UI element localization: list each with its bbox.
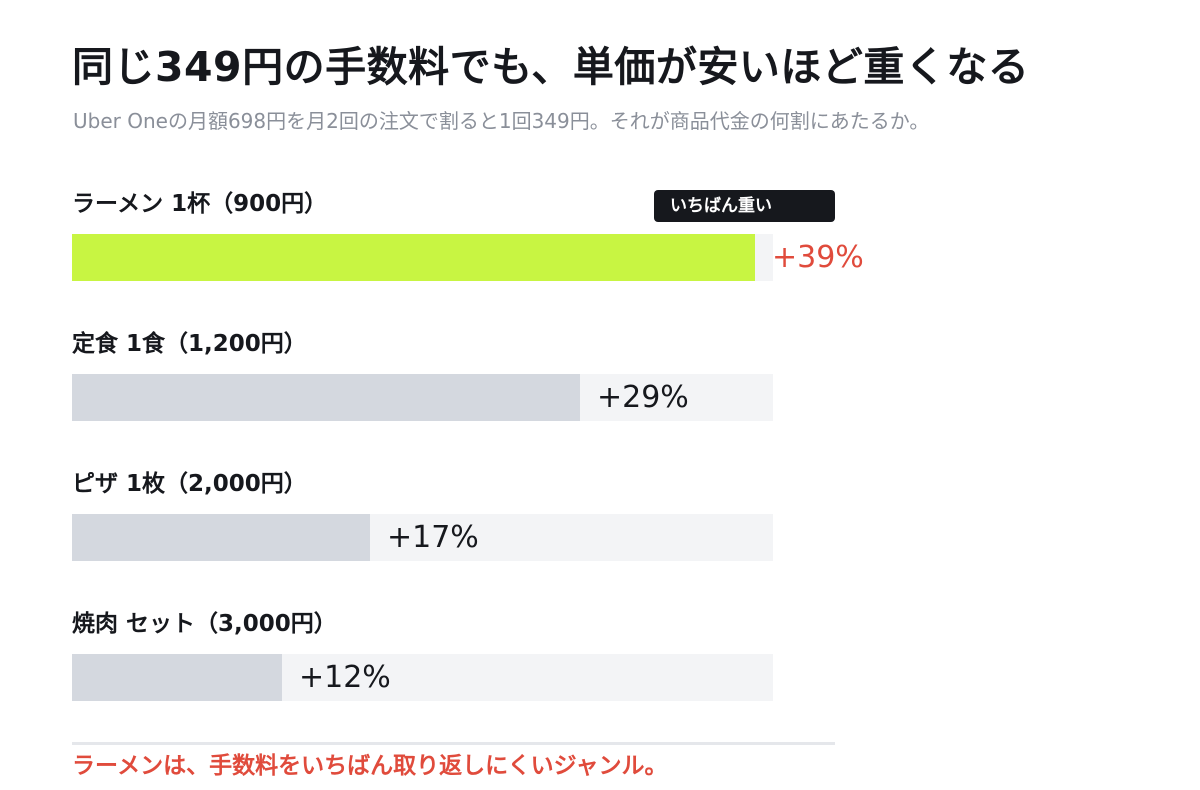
value-label: +39% <box>772 240 864 275</box>
value-label: +12% <box>299 660 391 695</box>
value-label: +17% <box>387 520 479 555</box>
bar-track: +12% <box>72 654 773 701</box>
bar-track: +17% <box>72 514 773 561</box>
category-label: 焼肉 セット（3,000円） <box>72 611 337 637</box>
chart-title: 同じ349円の手数料でも、単価が安いほど重くなる <box>72 43 1030 91</box>
bar-track: +29% <box>72 374 773 421</box>
bar <box>72 234 755 281</box>
bar <box>72 514 370 561</box>
bar <box>72 374 580 421</box>
category-label: ラーメン 1杯（900円） <box>72 191 328 217</box>
bar <box>72 654 282 701</box>
category-label: 定食 1食（1,200円） <box>72 331 307 357</box>
divider <box>72 742 835 745</box>
highlight-badge: いちばん重い <box>654 190 835 222</box>
bar-track: +39% <box>72 234 864 281</box>
footnote: ラーメンは、手数料をいちばん取り返しにくいジャンル。 <box>72 753 668 779</box>
chart-subtitle: Uber Oneの月額698円を月2回の注文で割ると1回349円。それが商品代金… <box>73 109 930 133</box>
value-label: +29% <box>597 380 689 415</box>
category-label: ピザ 1枚（2,000円） <box>72 471 307 497</box>
